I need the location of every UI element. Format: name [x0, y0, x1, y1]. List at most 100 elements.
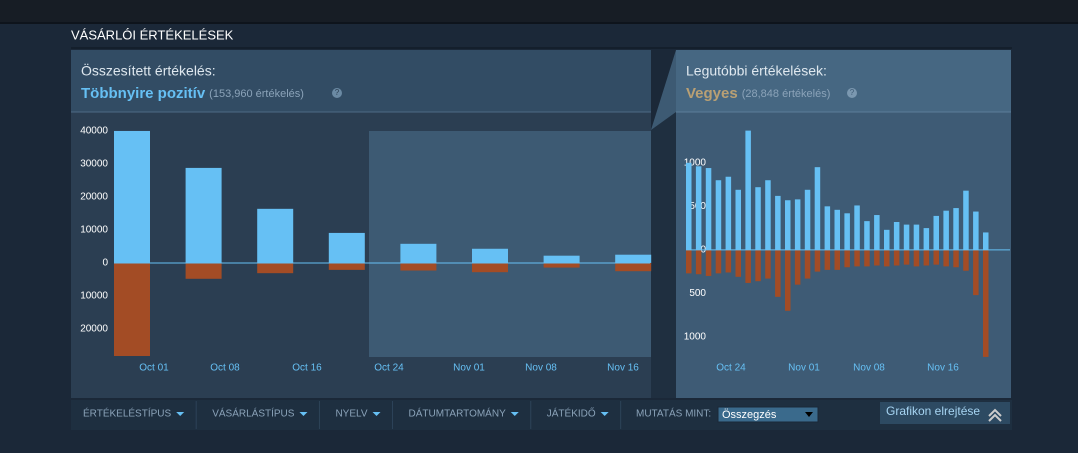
y-tick-label: 1000: [684, 157, 707, 168]
bar: [400, 262, 437, 271]
bar: [328, 262, 365, 270]
bar: [913, 224, 920, 250]
bar: [933, 249, 939, 265]
bar: [854, 249, 860, 267]
bar: [543, 262, 580, 268]
bar: [765, 249, 771, 279]
bar: [804, 189, 811, 250]
bar: [695, 166, 702, 250]
bar: [874, 215, 880, 250]
x-tick-label: Oct 24: [716, 363, 746, 374]
bar: [615, 262, 652, 272]
bar: [923, 228, 930, 250]
bar: [794, 249, 801, 285]
bar: [257, 262, 294, 274]
bar: [328, 232, 365, 263]
y-tick-label: 30000: [80, 159, 108, 170]
help-glyph: ?: [335, 88, 340, 97]
bar: [824, 249, 831, 270]
bar: [755, 187, 761, 250]
bar: [864, 221, 870, 250]
hide-text: Grafikon elrejtése: [886, 404, 980, 418]
x-tick-label: Oct 16: [292, 363, 322, 374]
connector: [651, 50, 676, 398]
y-tick-label: 0: [102, 258, 108, 269]
bar: [725, 176, 732, 250]
bar: [785, 200, 791, 250]
bar: [686, 249, 692, 274]
bar: [755, 249, 761, 282]
bar: [844, 213, 850, 250]
bar: [794, 199, 801, 250]
display-label: MUTATÁS MINT:: [636, 407, 711, 420]
rating: Vegyes (28,848 értékelés): [686, 85, 830, 102]
bar: [814, 249, 821, 272]
y-tick-label: 10000: [80, 225, 108, 236]
bar: [913, 249, 920, 267]
filter[interactable]: DÁTUMTARTOMÁNY: [409, 407, 507, 420]
bar: [854, 205, 860, 250]
filter[interactable]: JÁTÉKIDŐ: [547, 406, 596, 420]
bar: [765, 180, 771, 250]
bar: [884, 229, 890, 250]
rating-text: Vegyes: [686, 85, 738, 102]
bar: [943, 210, 949, 250]
bar: [715, 249, 722, 274]
bar: [543, 255, 580, 263]
filter[interactable]: ÉRTÉKELÉSTÍPUS: [83, 407, 172, 420]
x-tick-label: Oct 24: [374, 363, 404, 374]
y-tick-label: 10000: [80, 291, 108, 302]
hide-button[interactable]: [880, 402, 1010, 424]
bar: [695, 249, 702, 275]
caret: [372, 412, 381, 416]
connector: [651, 50, 676, 130]
help-icon[interactable]: [332, 88, 342, 98]
bar: [893, 249, 900, 266]
x-tick-label: Nov 08: [525, 363, 557, 374]
dropdown[interactable]: [717, 406, 819, 423]
rating-text: Többnyire pozitív: [81, 85, 206, 102]
bar: [893, 222, 900, 250]
bar: [185, 167, 222, 263]
panel-label: Összesített értékelés:: [81, 62, 216, 79]
caret: [805, 412, 813, 417]
bar: [775, 195, 781, 250]
bar: [185, 262, 222, 279]
panel-label: Legutóbbi értékelések:: [686, 63, 827, 79]
bar: [400, 243, 437, 263]
bar: [686, 162, 692, 250]
bar: [735, 249, 741, 277]
x-tick-label: Nov 01: [453, 363, 485, 374]
y-tick-label: 1000: [684, 332, 707, 343]
bar: [775, 249, 781, 297]
bar: [834, 249, 840, 270]
bar: [864, 249, 870, 267]
bar: [903, 224, 910, 250]
filter-bar: [71, 400, 1012, 430]
count: (153,960 értékelés): [209, 88, 304, 100]
x-tick-label: Nov 08: [853, 363, 885, 374]
bar: [804, 249, 811, 279]
bar: [745, 249, 751, 283]
bar: [953, 249, 959, 268]
y-tick-label: 500: [689, 288, 706, 299]
x-tick-label: Oct 01: [139, 363, 169, 374]
filter[interactable]: NYELV: [335, 409, 367, 420]
help-icon[interactable]: [847, 88, 857, 98]
rating: Többnyire pozitív (153,960 értékelés): [81, 85, 304, 102]
bar: [844, 249, 850, 268]
caret: [299, 412, 308, 416]
count: (28,848 értékelés): [742, 88, 831, 100]
bar: [963, 190, 969, 250]
bar: [257, 208, 294, 263]
bar: [923, 249, 930, 266]
bar: [735, 189, 741, 250]
caret: [510, 412, 519, 416]
filter[interactable]: VÁSÁRLÁSTÍPUS: [212, 407, 295, 420]
bar: [884, 249, 890, 267]
bar: [973, 249, 979, 296]
bar: [725, 249, 732, 273]
bar: [814, 167, 821, 250]
